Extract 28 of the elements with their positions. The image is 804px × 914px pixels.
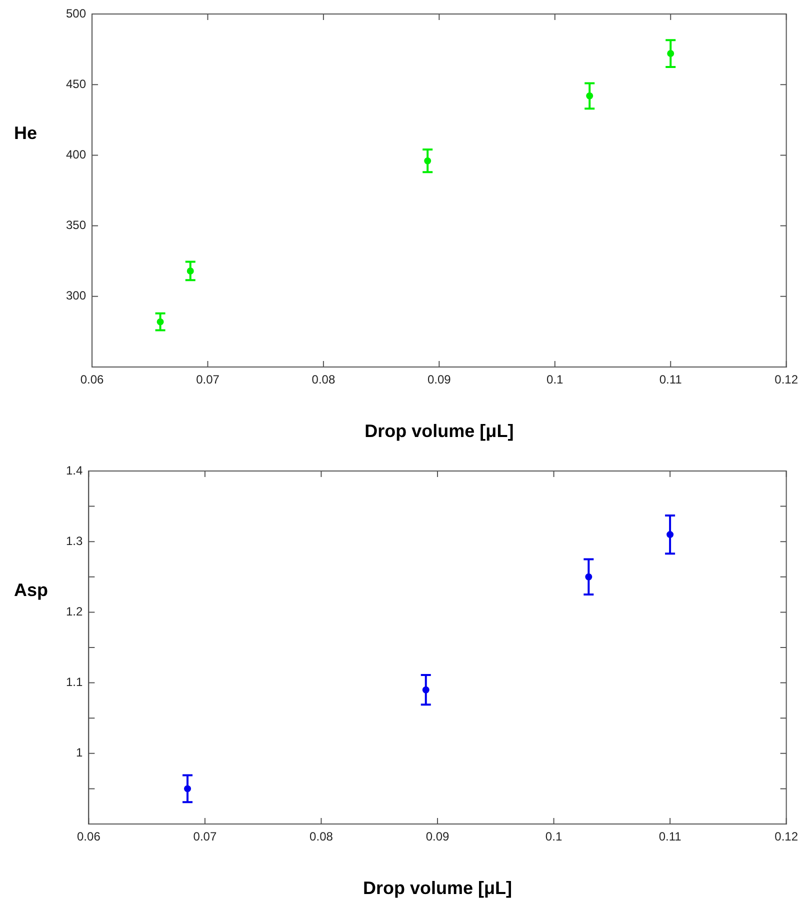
x-tick-label: 0.06 [80, 372, 104, 387]
x-tick-label: 0.07 [193, 830, 217, 844]
y-axis-title: He [14, 122, 38, 143]
x-tick-label: 0.09 [427, 372, 452, 387]
x-tick-label: 0.11 [659, 372, 682, 387]
x-tick-label: 0.1 [546, 372, 564, 387]
y-tick-label: 400 [66, 148, 86, 162]
x-tick-label: 0.12 [774, 372, 798, 387]
y-tick-label: 1.2 [66, 604, 83, 619]
y-tick-label: 1 [76, 746, 83, 760]
y-tick-label: 350 [66, 218, 86, 232]
y-tick-label: 1.4 [66, 463, 83, 478]
x-tick-label: 0.09 [426, 830, 450, 844]
x-tick-label: 0.12 [774, 830, 798, 844]
x-tick-label: 0.08 [312, 372, 336, 387]
x-tick-label: 0.1 [545, 830, 562, 844]
x-tick-label: 0.06 [77, 830, 101, 844]
y-tick-label: 300 [66, 288, 86, 303]
x-axis-title: Drop volume [μL] [364, 421, 514, 442]
x-axis-title: Drop volume [μL] [362, 878, 512, 898]
y-tick-label: 1.3 [66, 534, 83, 548]
y-tick-label: 1.1 [66, 675, 83, 690]
x-tick-label: 0.07 [196, 372, 220, 387]
x-tick-label: 0.11 [658, 830, 682, 844]
x-tick-label: 0.08 [310, 830, 334, 844]
y-tick-label: 450 [66, 76, 86, 91]
y-axis-title: Asp [14, 580, 48, 600]
y-tick-label: 500 [66, 6, 86, 20]
